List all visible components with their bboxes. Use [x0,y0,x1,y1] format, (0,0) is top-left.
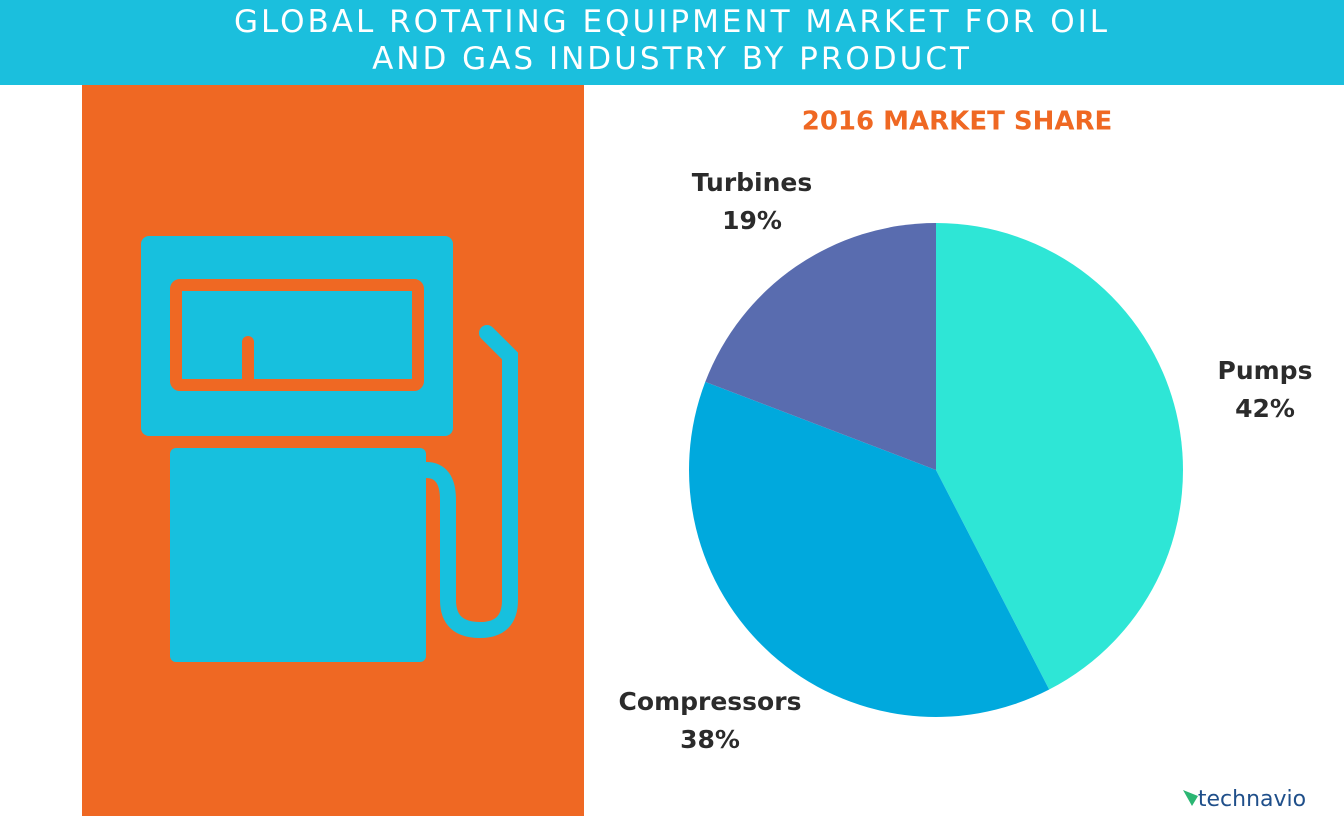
pump-icon [141,236,518,662]
chart-subtitle: 2016 MARKET SHARE [802,107,1113,137]
chart-title: GLOBAL ROTATING EQUIPMENT MARKET FOR OIL… [233,4,1111,77]
slice-value-label: 42% [1235,394,1295,423]
slice-label: Turbines [692,168,813,197]
title-bar [0,0,1344,85]
slice-label: Pumps [1218,356,1313,385]
brand-mark [1183,790,1198,806]
pie-slice [705,223,936,470]
slice-value-label: 38% [680,725,740,754]
pie-slice [688,381,1050,718]
slice-label: Compressors [619,687,802,716]
slice-value-label: 19% [722,206,782,235]
brand-logo: technavio [1198,787,1306,812]
pie-slice [936,223,1184,690]
